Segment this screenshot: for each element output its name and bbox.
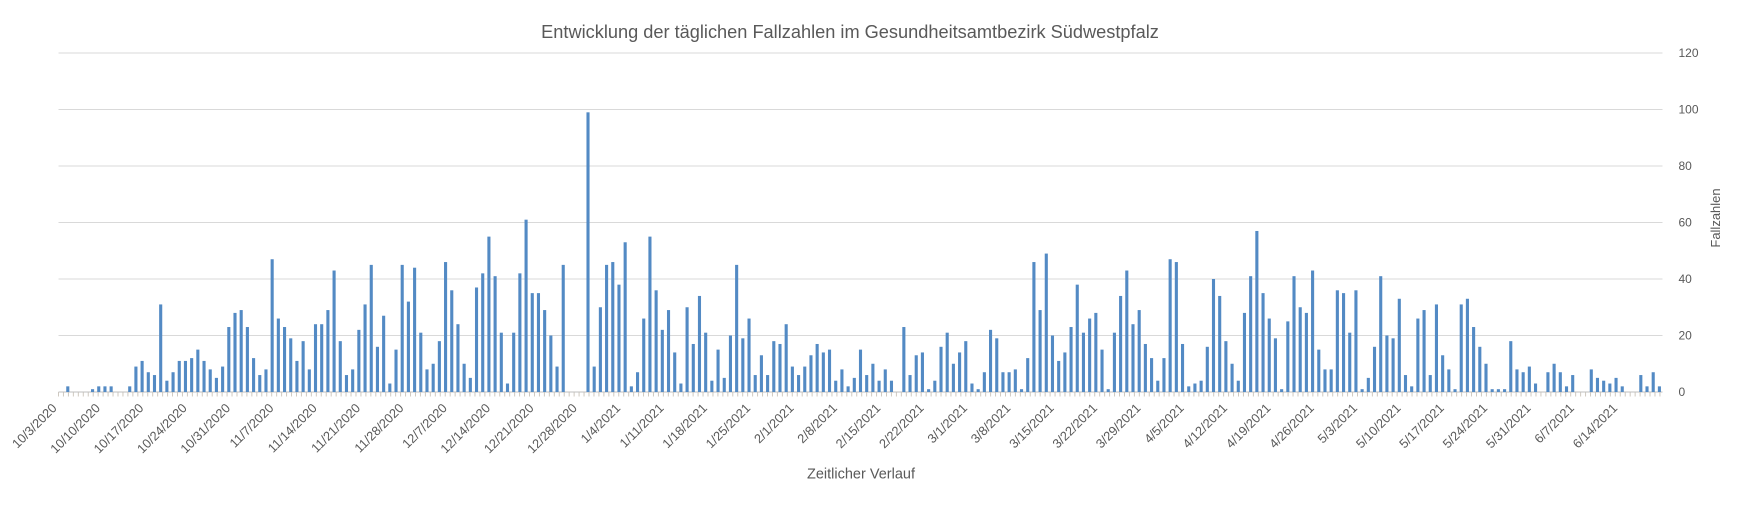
svg-text:Entwicklung der täglichen Fall: Entwicklung der täglichen Fallzahlen im … <box>541 22 1159 42</box>
svg-text:20: 20 <box>1679 329 1693 343</box>
svg-text:100: 100 <box>1679 103 1699 117</box>
svg-text:40: 40 <box>1679 272 1693 286</box>
svg-text:Fallzahlen: Fallzahlen <box>1708 188 1723 247</box>
svg-text:80: 80 <box>1679 159 1693 173</box>
svg-text:Zeitlicher Verlauf: Zeitlicher Verlauf <box>807 467 916 483</box>
svg-text:60: 60 <box>1679 216 1693 230</box>
svg-text:120: 120 <box>1679 46 1699 60</box>
svg-text:0: 0 <box>1679 385 1686 399</box>
